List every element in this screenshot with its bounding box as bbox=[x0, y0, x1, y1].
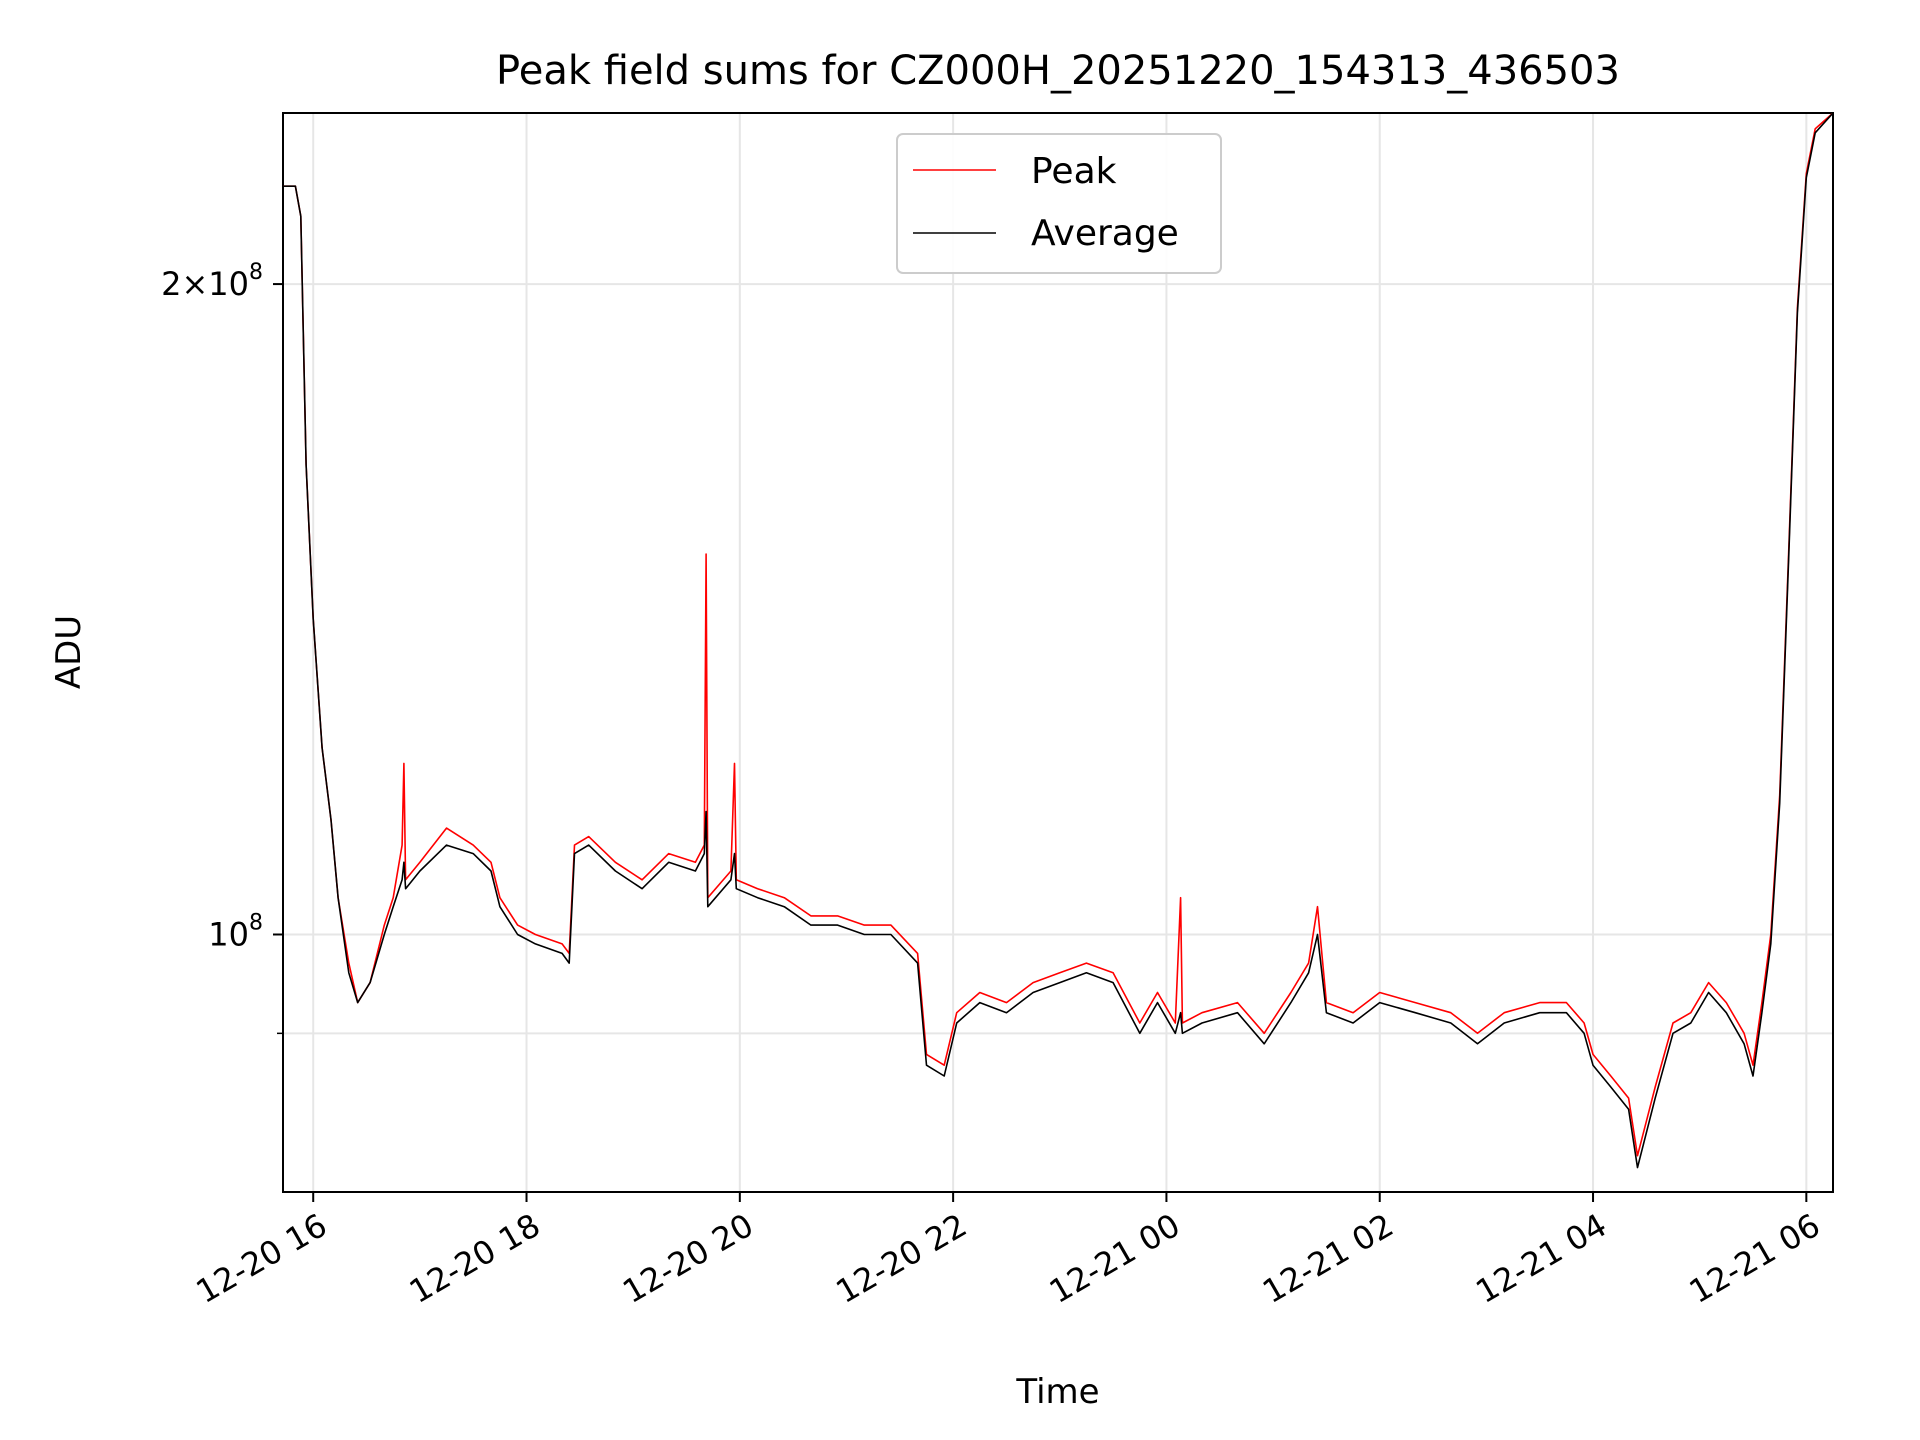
y-axis-label: ADU bbox=[49, 615, 89, 689]
x-axis-label: Time bbox=[1015, 1372, 1099, 1412]
y-tick-label: 2×108 bbox=[161, 260, 263, 303]
chart-title: Peak field sums for CZ000H_20251220_1543… bbox=[496, 48, 1620, 94]
series-line-peak bbox=[283, 113, 1833, 1157]
legend: Peak Average bbox=[896, 133, 1222, 274]
series-line-average bbox=[283, 113, 1833, 1169]
y-axis: 108 2×108 bbox=[161, 260, 283, 1035]
plot-frame bbox=[282, 112, 1834, 1193]
series-layer bbox=[283, 113, 1833, 1169]
legend-label-peak: Peak bbox=[1031, 151, 1117, 192]
legend-label-average: Average bbox=[1031, 213, 1179, 254]
y-tick-label: 108 bbox=[208, 910, 263, 953]
grid bbox=[283, 113, 1833, 1192]
legend-box bbox=[896, 133, 1222, 274]
